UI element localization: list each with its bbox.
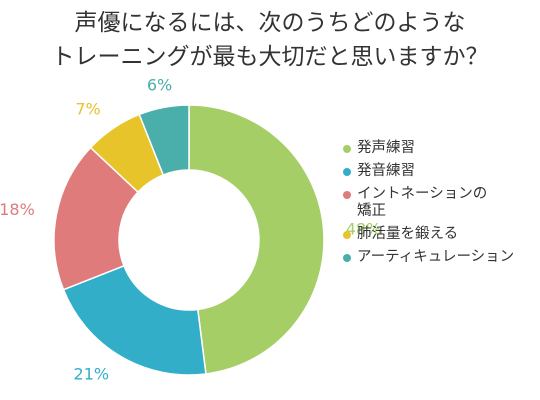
data-label-hassei: 48% [346,220,382,239]
chart-title-line-1: 声優になるには、次のうちどのような [74,10,466,36]
chart-title: 声優になるには、次のうちどのような トレーニングが最も大切だと思いますか？ [0,6,540,74]
legend-item-haikatsuryo: 肺活量を鍛える [343,226,538,243]
legend-swatch-hassei [343,145,351,153]
legend-swatch-hatsuon [343,168,351,176]
slice-hassei [188,104,325,375]
chart-title-line-2: トレーニングが最も大切だと思いますか？ [51,44,489,70]
slice-hatsuon [62,264,207,376]
legend-item-hassei: 発声練習 [343,140,538,157]
data-label-intonation: 18% [0,200,35,219]
legend-label-intonation: イントネーションの 矯正 [357,186,488,219]
data-label-articulation: 6% [147,75,172,94]
legend-item-intonation: イントネーションの 矯正 [343,186,538,220]
slice-articulation [138,104,190,176]
legend-item-hatsuon: 発音練習 [343,163,538,180]
legend-swatch-intonation [343,191,351,199]
legend-item-articulation: アーティキュレーション [343,249,538,266]
legend-label-hatsuon: 発音練習 [357,163,415,179]
legend-label-hassei: 発声練習 [357,140,415,156]
chart-legend: 発声練習 発音練習 イントネーションの 矯正 肺活量を鍛える アーティキュレーシ… [343,140,538,272]
data-label-haikatsuryo: 7% [75,100,100,119]
legend-label-haikatsuryo: 肺活量を鍛える [357,226,459,242]
legend-swatch-articulation [343,254,351,262]
legend-label-articulation: アーティキュレーション [357,249,515,265]
legend-swatch-haikatsuryo [343,231,351,239]
data-label-hatsuon: 21% [74,365,110,384]
